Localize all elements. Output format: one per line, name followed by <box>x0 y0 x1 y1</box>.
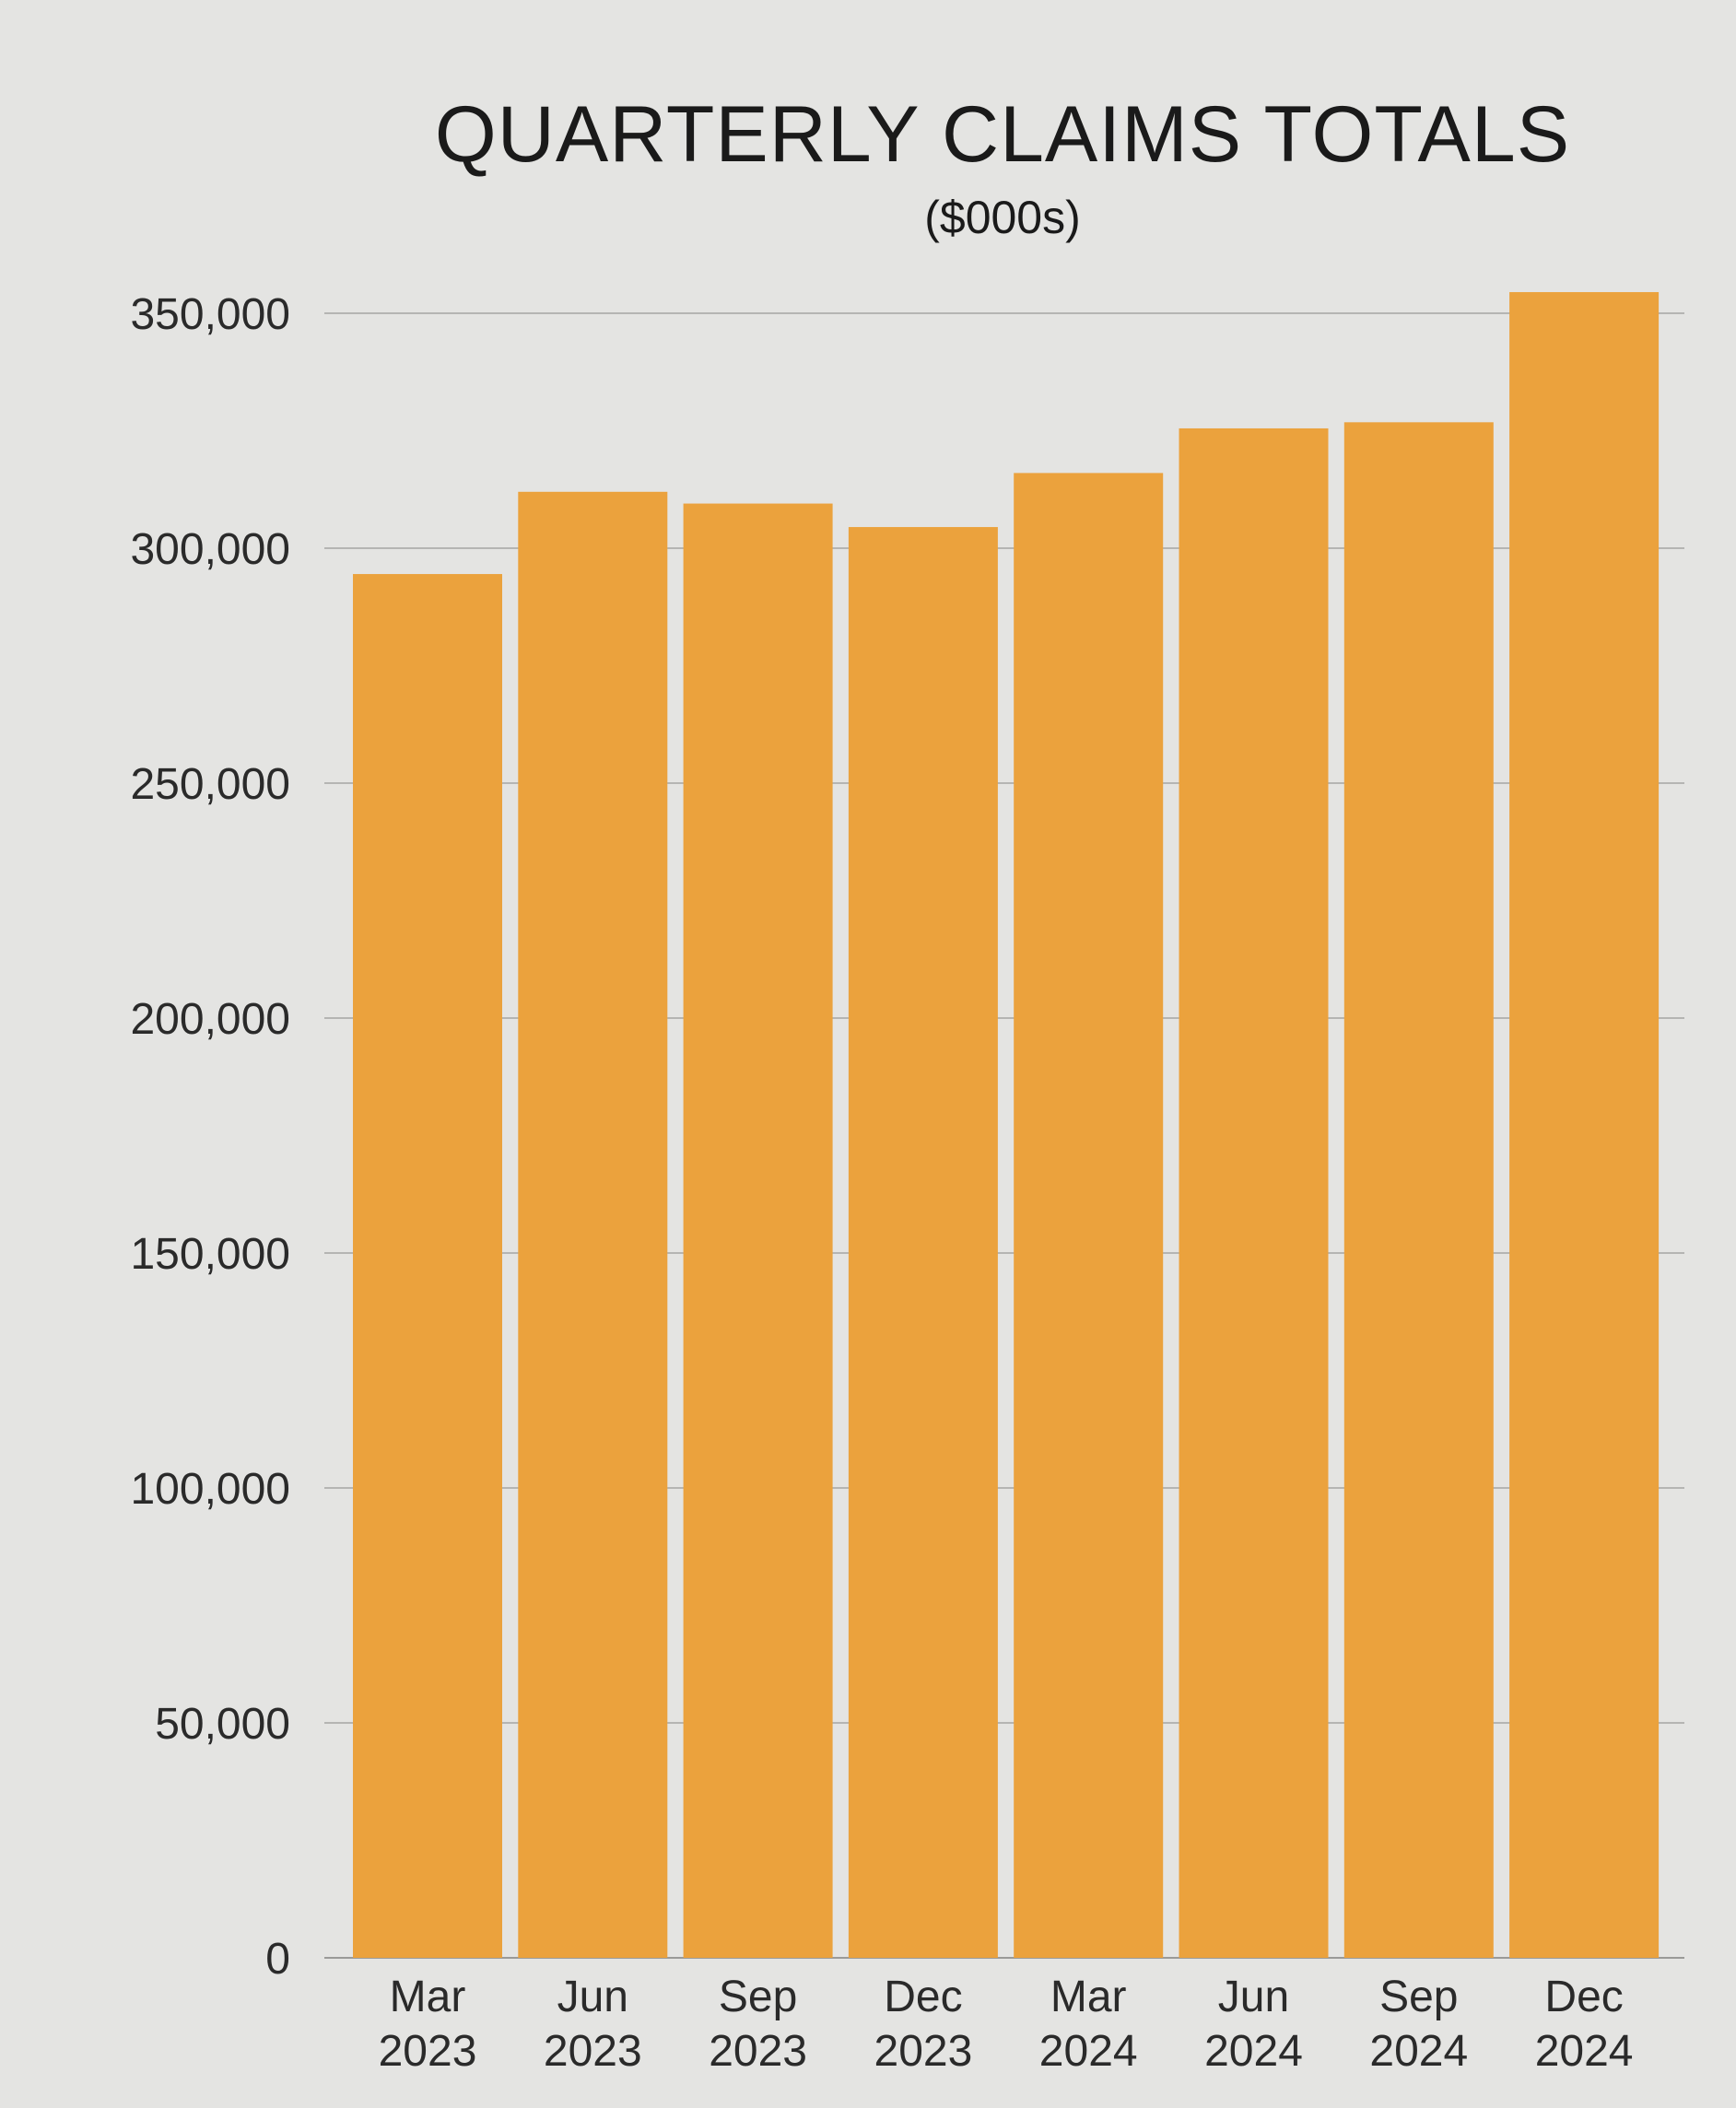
bar <box>518 491 668 1958</box>
bar <box>1014 473 1164 1958</box>
x-category-label: Mar 2024 <box>1039 1973 1138 2076</box>
x-category-year: 2024 <box>1204 2027 1303 2076</box>
x-category-label: Dec 2024 <box>1535 1973 1634 2076</box>
x-category-year: 2024 <box>1039 2027 1138 2076</box>
y-tick-label: 50,000 <box>155 1700 290 1749</box>
bar <box>1509 292 1660 1958</box>
x-category-label: Jun 2024 <box>1204 1973 1303 2076</box>
x-category-month: Mar <box>1050 1973 1127 2021</box>
x-category-label: Sep 2024 <box>1369 1973 1468 2076</box>
x-category-label: Mar 2023 <box>379 1973 477 2076</box>
x-category-month: Jun <box>1218 1973 1289 2021</box>
y-axis-ticks: 0 50,000 100,000 150,000 200,000 250,000 300,0… <box>130 290 290 1984</box>
bar <box>1179 427 1329 1959</box>
chart-subtitle: ($000s) <box>924 192 1081 243</box>
bar <box>683 503 833 1958</box>
x-category-month: Dec <box>1544 1973 1623 2021</box>
bar <box>1343 422 1494 1958</box>
y-tick-label: 0 <box>265 1935 290 1984</box>
x-category-month: Dec <box>884 1973 962 2021</box>
x-category-year: 2023 <box>544 2027 642 2076</box>
y-tick-label: 300,000 <box>130 525 290 574</box>
x-category-month: Sep <box>719 1973 797 2021</box>
y-tick-label: 100,000 <box>130 1465 290 1514</box>
x-category-year: 2023 <box>379 2027 477 2076</box>
y-tick-label: 150,000 <box>130 1230 290 1279</box>
x-category-year: 2024 <box>1535 2027 1634 2076</box>
y-tick-label: 200,000 <box>130 995 290 1044</box>
x-category-month: Jun <box>557 1973 628 2021</box>
x-category-year: 2024 <box>1369 2027 1468 2076</box>
bar <box>353 574 502 1958</box>
chart-title: QUARTERLY CLAIMS TOTALS <box>435 90 1570 179</box>
x-category-label: Sep 2023 <box>709 1973 807 2076</box>
y-tick-label: 350,000 <box>130 290 290 339</box>
x-category-year: 2023 <box>709 2027 807 2076</box>
x-category-month: Mar <box>390 1973 466 2021</box>
x-category-month: Sep <box>1379 1973 1458 2021</box>
x-category-label: Jun 2023 <box>544 1973 642 2076</box>
x-category-year: 2023 <box>874 2027 973 2076</box>
x-axis-categories: Mar 2023 Jun 2023 Sep 2023 Dec 2023 Mar 2024 Jun 20… <box>379 1973 1634 2076</box>
bars <box>353 292 1660 1959</box>
x-category-label: Dec 2023 <box>874 1973 973 2076</box>
bar <box>848 527 998 1958</box>
y-tick-label: 250,000 <box>130 760 290 809</box>
